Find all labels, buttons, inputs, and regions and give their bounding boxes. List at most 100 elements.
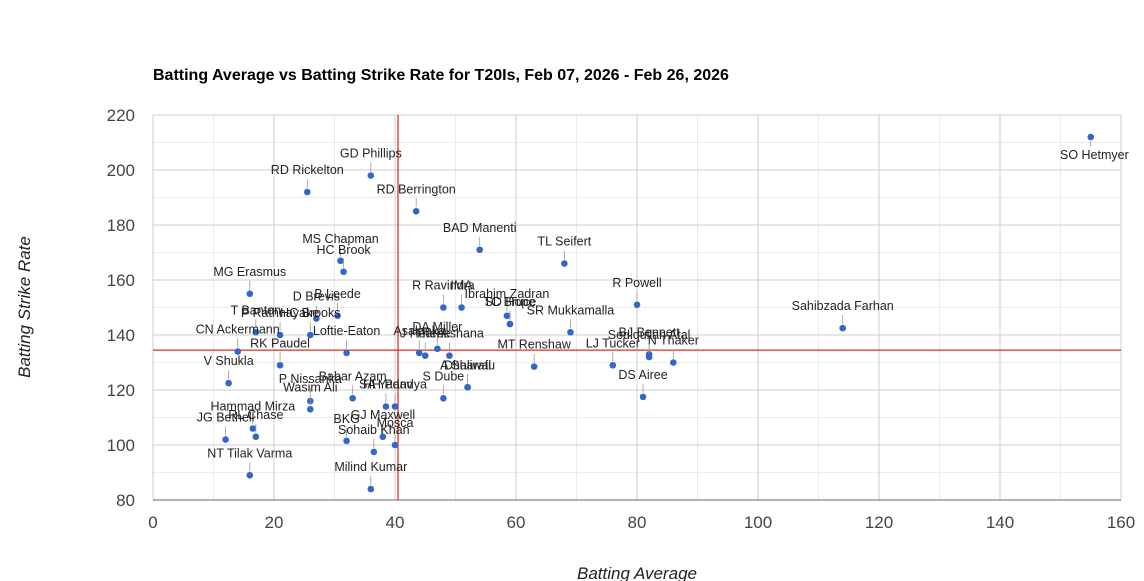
point-label: SO Hetmyer xyxy=(1060,148,1129,162)
x-tick-label: 120 xyxy=(865,513,893,532)
data-point[interactable] xyxy=(382,403,390,410)
point-label: MG Erasmus xyxy=(213,265,286,279)
data-point[interactable] xyxy=(307,331,314,339)
point-label: P Nissanka xyxy=(279,372,342,386)
data-point[interactable] xyxy=(412,207,420,215)
point-label: DS Airee xyxy=(618,368,667,382)
data-point[interactable] xyxy=(440,394,447,402)
data-point[interactable] xyxy=(334,312,341,320)
point-label: CN Ackermann xyxy=(196,323,280,337)
data-point[interactable] xyxy=(1087,133,1095,141)
y-axis-title: Batting Strike Rate xyxy=(15,236,34,378)
point-label: D Brevis xyxy=(293,290,340,304)
data-point[interactable] xyxy=(225,379,232,387)
data-point[interactable] xyxy=(639,393,647,401)
point-label: BKG xyxy=(333,412,359,426)
point-label: JG Bethell xyxy=(197,411,255,425)
point-label: V Shukla xyxy=(204,354,254,368)
data-point[interactable] xyxy=(303,188,311,196)
point-label: RD Berrington xyxy=(377,182,456,196)
data-point[interactable] xyxy=(434,345,441,353)
data-point[interactable] xyxy=(340,268,347,276)
x-tick-label: 80 xyxy=(628,513,647,532)
point-label: Dhaliwal xyxy=(444,358,491,372)
y-tick-label: 200 xyxy=(107,161,135,180)
point-label: NT Tilak Varma xyxy=(207,446,292,460)
x-tick-label: 0 xyxy=(148,513,157,532)
data-point[interactable] xyxy=(440,304,447,311)
data-point[interactable] xyxy=(252,328,260,336)
data-point[interactable] xyxy=(367,172,375,179)
data-point[interactable] xyxy=(234,348,241,355)
data-point[interactable] xyxy=(464,383,471,391)
data-points xyxy=(222,133,1095,493)
data-point[interactable] xyxy=(391,403,399,410)
data-point[interactable] xyxy=(343,349,350,357)
data-point[interactable] xyxy=(567,328,574,336)
data-point[interactable] xyxy=(222,436,229,443)
data-point[interactable] xyxy=(246,290,254,298)
data-point[interactable] xyxy=(446,352,453,359)
point-label: B Leede xyxy=(314,287,361,301)
data-point[interactable] xyxy=(458,304,465,311)
data-point[interactable] xyxy=(379,433,387,441)
point-label: J Hearne xyxy=(400,327,451,341)
data-point[interactable] xyxy=(645,353,653,361)
data-point[interactable] xyxy=(670,359,677,366)
point-label: IMA xyxy=(450,279,473,293)
point-label: Asalanka xyxy=(393,324,444,338)
data-point[interactable] xyxy=(415,349,423,357)
data-point[interactable] xyxy=(252,433,260,441)
point-label: MS Chapman xyxy=(302,232,378,246)
data-point[interactable] xyxy=(249,425,257,432)
grid-layer xyxy=(152,114,1122,501)
point-label: Sediqullah Atal xyxy=(608,328,691,342)
point-label: HC Brooks xyxy=(280,306,340,320)
data-point[interactable] xyxy=(561,260,568,267)
point-label: Sahibzada Farhan xyxy=(792,299,894,313)
point-label: RD Rickelton xyxy=(271,163,344,177)
point-label: Sohaib Khan xyxy=(338,423,410,437)
data-point[interactable] xyxy=(246,471,254,479)
axis-ticks: 0 20 40 60 80 100 120 140 160 80 100 120 140 160 180 20… xyxy=(107,106,1136,532)
y-tick-label: 140 xyxy=(107,326,135,345)
data-point[interactable] xyxy=(367,485,375,493)
data-point[interactable] xyxy=(530,363,538,370)
data-point[interactable] xyxy=(391,441,399,449)
data-point[interactable] xyxy=(313,315,320,322)
data-point[interactable] xyxy=(839,324,846,332)
x-tick-label: 40 xyxy=(386,513,405,532)
point-label: SR Mukkamalla xyxy=(527,303,615,317)
chart-title: Batting Average vs Batting Strike Rate f… xyxy=(153,67,729,84)
y-tick-label: 180 xyxy=(107,216,135,235)
y-tick-label: 100 xyxy=(107,436,135,455)
data-point[interactable] xyxy=(276,331,284,339)
point-label: Wasim Ali xyxy=(283,380,337,394)
data-point[interactable] xyxy=(349,394,356,402)
data-point[interactable] xyxy=(503,312,511,320)
point-label: BJ Bennett xyxy=(619,325,681,339)
point-label: R Ravindra xyxy=(412,279,475,293)
point-label: LJ Tucker xyxy=(586,336,640,350)
data-point[interactable] xyxy=(337,257,344,265)
data-point[interactable] xyxy=(370,448,378,456)
data-point[interactable] xyxy=(633,301,641,309)
reference-lines xyxy=(153,115,1121,500)
point-label: DA Miller xyxy=(412,320,462,334)
data-point[interactable] xyxy=(343,437,350,445)
point-label: RL Chase xyxy=(228,408,283,422)
data-point[interactable] xyxy=(476,246,484,254)
point-label: TC Bruce xyxy=(484,295,537,309)
data-point[interactable] xyxy=(421,352,429,359)
x-axis-title: Batting Average xyxy=(577,564,697,581)
point-label: HC Brook xyxy=(316,243,371,257)
x-tick-label: 140 xyxy=(986,513,1014,532)
data-point[interactable] xyxy=(307,405,314,413)
data-point[interactable] xyxy=(276,361,284,369)
x-tick-label: 20 xyxy=(265,513,284,532)
data-point[interactable] xyxy=(506,320,514,328)
point-label: Ibrahim Zadran xyxy=(465,287,550,301)
data-point[interactable] xyxy=(609,361,617,369)
point-label: P Rathnayake xyxy=(241,306,319,320)
